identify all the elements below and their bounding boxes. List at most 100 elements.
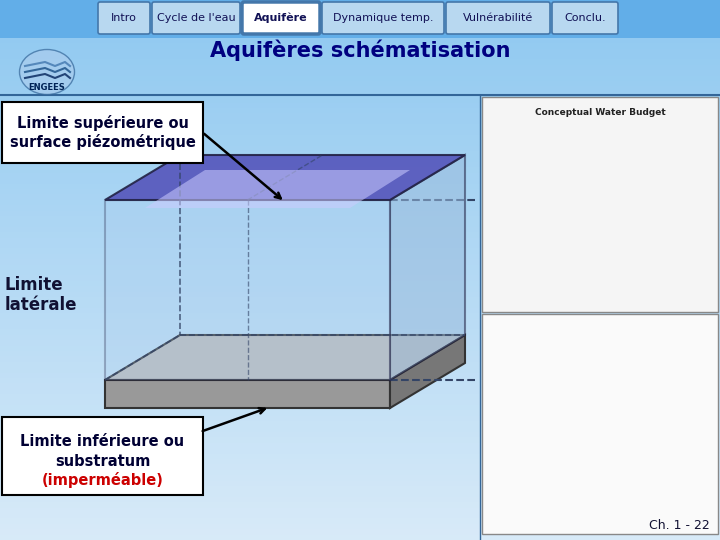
Polygon shape <box>105 200 390 380</box>
Bar <box>0 470 720 475</box>
Bar <box>0 16 720 22</box>
Polygon shape <box>145 170 410 208</box>
Bar <box>0 367 720 373</box>
Text: substratum: substratum <box>55 454 150 469</box>
Text: ENGEES: ENGEES <box>29 84 66 92</box>
Bar <box>0 529 720 535</box>
Bar <box>0 92 720 97</box>
Bar <box>0 443 720 448</box>
Bar <box>0 275 720 281</box>
Bar <box>0 22 720 27</box>
Bar <box>0 535 720 540</box>
Bar <box>0 502 720 508</box>
Text: Cycle de l'eau: Cycle de l'eau <box>157 13 235 23</box>
Bar <box>0 184 720 189</box>
FancyBboxPatch shape <box>242 2 320 34</box>
Bar <box>0 238 720 243</box>
Bar <box>482 314 718 534</box>
Bar <box>0 0 720 38</box>
Polygon shape <box>105 155 465 200</box>
Bar <box>0 11 720 16</box>
Bar <box>0 508 720 513</box>
Bar <box>0 200 720 205</box>
Bar <box>0 65 720 70</box>
Text: Ch. 1 - 22: Ch. 1 - 22 <box>649 519 710 532</box>
Bar <box>0 76 720 81</box>
Text: Aquifères schématisation: Aquifères schématisation <box>210 39 510 60</box>
Bar <box>0 205 720 211</box>
FancyBboxPatch shape <box>2 102 203 163</box>
Bar <box>0 254 720 259</box>
Bar <box>0 27 720 32</box>
Bar <box>0 265 720 270</box>
Bar <box>0 405 720 410</box>
Text: Limite supérieure ou
surface piézométrique: Limite supérieure ou surface piézométriq… <box>9 115 195 150</box>
Bar <box>0 130 720 135</box>
Bar <box>0 146 720 151</box>
Text: Dynamique temp.: Dynamique temp. <box>333 13 433 23</box>
Polygon shape <box>105 335 465 380</box>
Bar <box>0 124 720 130</box>
Bar <box>0 43 720 49</box>
Bar <box>0 211 720 216</box>
Bar <box>0 270 720 275</box>
Bar <box>0 481 720 486</box>
Bar <box>0 108 720 113</box>
Bar <box>0 491 720 497</box>
Bar <box>0 416 720 421</box>
Ellipse shape <box>19 50 74 94</box>
Bar <box>0 329 720 335</box>
Bar <box>0 351 720 356</box>
Bar <box>0 432 720 437</box>
Bar <box>0 135 720 140</box>
Bar <box>0 421 720 427</box>
Bar <box>0 427 720 432</box>
Text: Limite
latérale: Limite latérale <box>5 275 78 314</box>
Bar <box>0 497 720 502</box>
Text: (imperméable): (imperméable) <box>42 472 163 488</box>
Bar <box>0 178 720 184</box>
Bar <box>0 49 720 54</box>
Text: Intro: Intro <box>111 13 137 23</box>
Bar <box>0 313 720 319</box>
Text: Conceptual Water Budget: Conceptual Water Budget <box>535 108 665 117</box>
Bar <box>0 167 720 173</box>
Bar <box>0 400 720 405</box>
Bar <box>0 475 720 481</box>
FancyBboxPatch shape <box>2 417 203 495</box>
Bar <box>0 335 720 340</box>
Bar <box>0 437 720 443</box>
Bar <box>0 319 720 324</box>
Bar <box>0 259 720 265</box>
Bar <box>482 97 718 312</box>
Bar <box>0 0 720 5</box>
Bar <box>0 173 720 178</box>
Bar <box>0 454 720 459</box>
Bar <box>0 410 720 416</box>
Bar <box>0 378 720 383</box>
Bar <box>0 346 720 351</box>
Bar <box>0 356 720 362</box>
Text: Vulnérabilité: Vulnérabilité <box>463 13 533 23</box>
Text: Conclu.: Conclu. <box>564 13 606 23</box>
Bar <box>0 5 720 11</box>
Polygon shape <box>390 155 465 380</box>
Text: Limite inférieure ou: Limite inférieure ou <box>20 434 184 449</box>
FancyBboxPatch shape <box>98 2 150 34</box>
Bar <box>0 54 720 59</box>
Bar <box>0 232 720 238</box>
Bar <box>0 389 720 394</box>
Bar <box>0 151 720 157</box>
Bar <box>0 518 720 524</box>
Bar <box>0 448 720 454</box>
Bar <box>0 486 720 491</box>
Bar <box>0 324 720 329</box>
Bar <box>0 86 720 92</box>
Bar <box>0 513 720 518</box>
Bar <box>0 194 720 200</box>
FancyBboxPatch shape <box>152 2 240 34</box>
FancyBboxPatch shape <box>322 2 444 34</box>
Bar <box>0 221 720 227</box>
Polygon shape <box>105 380 390 408</box>
Bar <box>0 189 720 194</box>
